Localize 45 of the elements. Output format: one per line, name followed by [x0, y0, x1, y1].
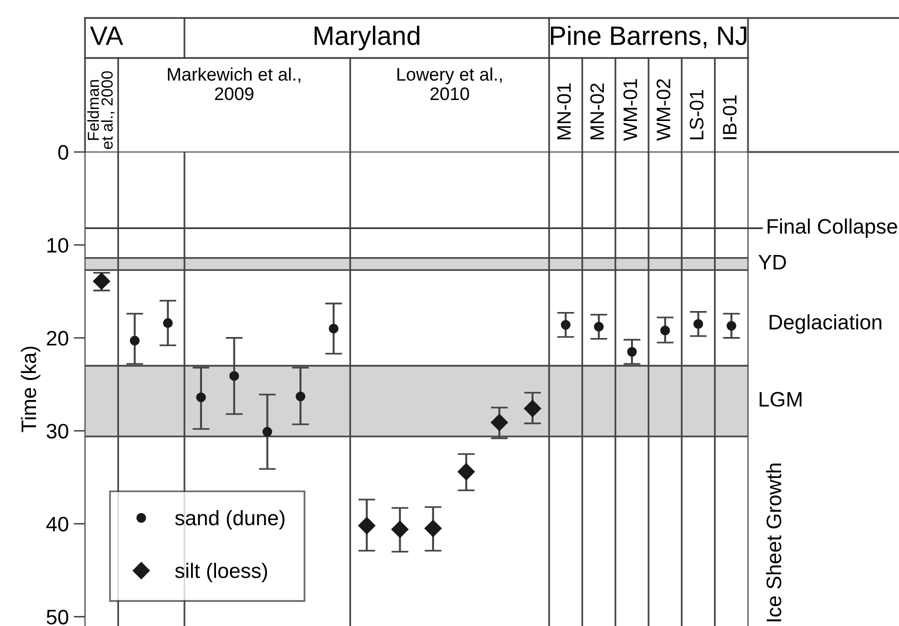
text: Markewich et al., 2009 — [168, 67, 300, 100]
y-tick-label: 20 — [46, 330, 68, 346]
point — [594, 322, 604, 332]
x-tick-label: WM-02 — [656, 79, 670, 141]
point — [490, 414, 508, 432]
point — [358, 517, 376, 534]
y-tick-label: 40 — [46, 516, 68, 532]
point — [229, 371, 240, 381]
x-tick-label: LS-01 — [690, 90, 704, 140]
point — [560, 320, 571, 330]
y-tick-label: 50 — [46, 610, 68, 624]
y-tick-label: 10 — [47, 238, 68, 253]
point — [196, 392, 206, 402]
legend-label: sand (dune) — [175, 510, 284, 530]
point — [627, 346, 637, 357]
x-tick-label: MN-01 — [557, 83, 571, 140]
point — [726, 320, 736, 331]
point — [391, 520, 408, 538]
y-axis-title: Time (ka) — [20, 346, 40, 432]
text: Feldman et al., 2000 — [87, 71, 115, 149]
point — [660, 326, 670, 336]
text: Maryland — [314, 26, 420, 50]
point — [328, 324, 338, 334]
point — [424, 520, 442, 537]
y-tick-label: 0 — [58, 145, 68, 160]
text: Deglaciation — [770, 314, 882, 334]
ref-line-label: Final Collapse — [768, 218, 898, 238]
text: Pine Barrens, NJ — [550, 26, 746, 48]
point — [130, 336, 140, 346]
x-tick-label: MN-02 — [590, 84, 604, 140]
band-label: YD — [758, 255, 786, 270]
x-tick-label: WM-01 — [623, 79, 638, 141]
point — [163, 318, 173, 328]
band-label: LGM — [760, 392, 802, 407]
point — [458, 463, 475, 480]
point — [693, 319, 704, 329]
y-tick-label: 30 — [46, 424, 68, 439]
x-tick-label: IB-01 — [722, 95, 737, 140]
text: VA — [90, 26, 124, 45]
point — [524, 400, 542, 418]
text: Ice Sheet Growth — [766, 464, 782, 622]
legend-label: silt (loess) — [175, 562, 268, 582]
point — [296, 392, 306, 402]
text: Lowery et al., 2010 — [397, 67, 502, 100]
point — [262, 426, 272, 437]
